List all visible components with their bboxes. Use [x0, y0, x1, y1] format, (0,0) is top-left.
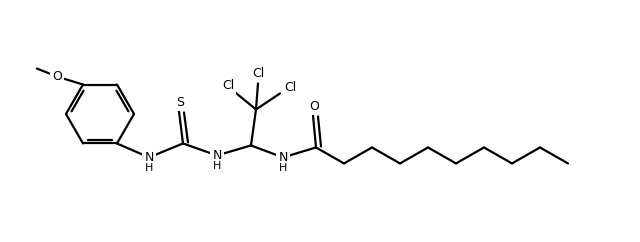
Text: Cl: Cl: [252, 67, 264, 80]
Text: H: H: [213, 161, 221, 171]
Text: Cl: Cl: [284, 81, 296, 94]
Text: Cl: Cl: [222, 79, 234, 92]
Text: N: N: [278, 151, 288, 164]
Text: O: O: [309, 100, 319, 113]
Text: N: N: [212, 149, 221, 162]
Text: N: N: [144, 151, 154, 164]
Text: S: S: [176, 96, 184, 109]
Text: O: O: [52, 70, 62, 83]
Text: H: H: [279, 163, 287, 174]
Text: H: H: [145, 163, 153, 174]
